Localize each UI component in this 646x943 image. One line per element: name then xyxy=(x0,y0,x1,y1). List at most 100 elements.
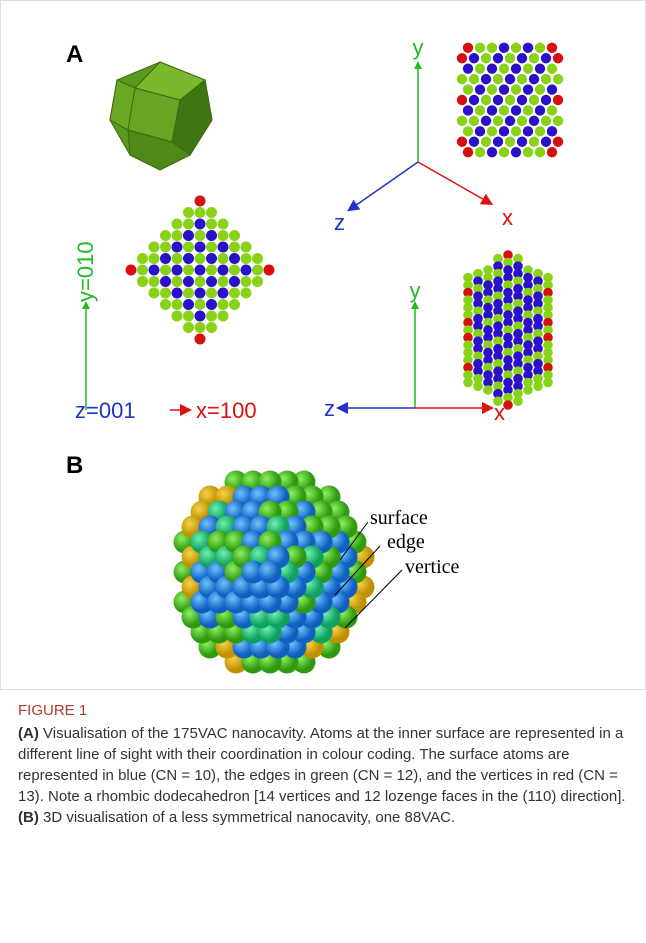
atom xyxy=(523,63,533,73)
atom xyxy=(541,74,551,84)
atom xyxy=(541,137,551,147)
atom xyxy=(172,219,183,230)
atom xyxy=(137,253,148,264)
atom xyxy=(517,74,527,84)
atom xyxy=(499,43,509,53)
atom xyxy=(126,265,137,276)
axis-label: y=010 xyxy=(73,241,98,302)
atom xyxy=(529,137,539,147)
atom xyxy=(553,74,563,84)
atom xyxy=(505,116,515,126)
atom xyxy=(149,276,160,287)
atom xyxy=(469,74,479,84)
atom xyxy=(541,116,551,126)
atom xyxy=(493,396,503,406)
atom xyxy=(206,288,217,299)
atom xyxy=(183,219,194,230)
atom xyxy=(473,381,483,391)
atom xyxy=(252,253,263,264)
atom xyxy=(206,322,217,333)
atom xyxy=(457,74,467,84)
annotation: edge xyxy=(387,531,425,553)
atom xyxy=(229,288,240,299)
atom xyxy=(547,105,557,115)
atom xyxy=(259,561,282,584)
atom xyxy=(172,299,183,310)
atom xyxy=(493,95,503,105)
atom xyxy=(511,126,521,136)
axis-label: z xyxy=(324,396,335,421)
atom xyxy=(533,381,543,391)
annotation: vertice xyxy=(405,556,460,578)
atom xyxy=(499,126,509,136)
atom xyxy=(195,322,206,333)
atom xyxy=(541,95,551,105)
atom xyxy=(553,95,563,105)
atom xyxy=(547,63,557,73)
atom xyxy=(463,43,473,53)
caption-label: (A) xyxy=(18,725,39,742)
atom xyxy=(160,299,171,310)
atom xyxy=(505,137,515,147)
atom xyxy=(195,219,206,230)
atom xyxy=(505,74,515,84)
atom xyxy=(517,137,527,147)
atom xyxy=(149,253,160,264)
atom xyxy=(463,63,473,73)
atom xyxy=(505,53,515,63)
atom xyxy=(206,242,217,253)
atom xyxy=(475,43,485,53)
atom xyxy=(487,84,497,94)
atom xyxy=(183,207,194,218)
atom xyxy=(547,147,557,157)
atom xyxy=(195,265,206,276)
atom xyxy=(206,207,217,218)
atom xyxy=(160,265,171,276)
atom xyxy=(195,299,206,310)
atom xyxy=(529,74,539,84)
atom xyxy=(183,265,194,276)
atom xyxy=(172,276,183,287)
atom xyxy=(523,43,533,53)
atom xyxy=(264,265,275,276)
atom xyxy=(172,288,183,299)
atom xyxy=(475,126,485,136)
atom xyxy=(529,95,539,105)
atom xyxy=(457,95,467,105)
atom xyxy=(523,147,533,157)
atom xyxy=(195,207,206,218)
atom xyxy=(241,265,252,276)
atom xyxy=(523,105,533,115)
atom xyxy=(206,230,217,241)
panel-label: A xyxy=(66,41,83,68)
atom xyxy=(137,276,148,287)
atom xyxy=(206,253,217,264)
atom xyxy=(183,230,194,241)
atom xyxy=(183,276,194,287)
atom xyxy=(493,74,503,84)
atom xyxy=(481,74,491,84)
atom xyxy=(553,137,563,147)
axis-label: y xyxy=(413,35,424,60)
atom xyxy=(206,299,217,310)
caption-body: Visualisation of the 175VAC nanocavity. … xyxy=(18,725,626,805)
atom xyxy=(475,63,485,73)
atom xyxy=(493,53,503,63)
atom xyxy=(529,53,539,63)
atom xyxy=(457,53,467,63)
atom xyxy=(229,242,240,253)
atom xyxy=(195,311,206,322)
atom xyxy=(499,63,509,73)
atom xyxy=(523,84,533,94)
atom xyxy=(511,147,521,157)
atom xyxy=(511,43,521,53)
atom xyxy=(535,84,545,94)
atom xyxy=(252,265,263,276)
atom xyxy=(172,253,183,264)
atom xyxy=(206,219,217,230)
axis-label: x xyxy=(502,205,513,230)
atom xyxy=(543,378,553,388)
atom xyxy=(553,116,563,126)
atom xyxy=(229,265,240,276)
atom xyxy=(172,230,183,241)
